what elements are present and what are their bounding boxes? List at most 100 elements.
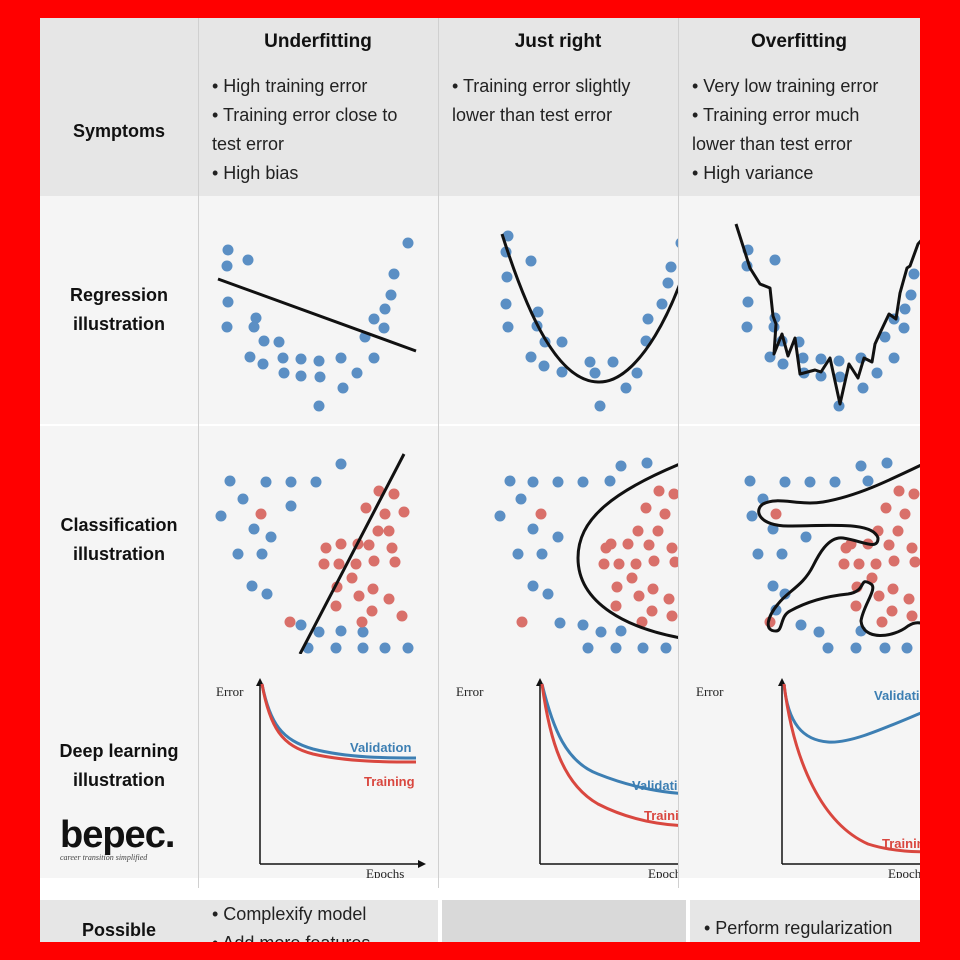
data-point xyxy=(908,268,920,280)
symptom-line: • Training error close to xyxy=(212,105,398,125)
blue-point xyxy=(744,475,756,487)
blue-point xyxy=(536,548,548,560)
remedy-line: • Add more features xyxy=(212,929,438,942)
blue-point xyxy=(595,626,607,638)
row-label-classification: Classification illustration xyxy=(40,426,198,654)
blue-point xyxy=(637,642,649,654)
data-point xyxy=(556,366,568,378)
data-point xyxy=(402,237,414,249)
row-label-symptoms: Symptoms xyxy=(40,66,198,196)
red-point xyxy=(363,539,375,551)
training-curve xyxy=(260,683,417,764)
blue-point xyxy=(767,580,779,592)
data-point xyxy=(278,367,290,379)
red-point xyxy=(516,616,528,628)
blue-point xyxy=(881,457,893,469)
red-point xyxy=(613,558,625,570)
red-point xyxy=(318,558,330,570)
red-point xyxy=(659,508,671,520)
blue-point xyxy=(379,642,391,654)
dl-just-right-chart: Error Validation Training Epochs xyxy=(456,678,678,878)
data-point xyxy=(221,321,233,333)
red-point xyxy=(899,508,911,520)
blue-point xyxy=(610,642,622,654)
symptoms-underfitting: • High training error • Training error c… xyxy=(198,66,438,196)
remedy-line: • Perform regularization xyxy=(704,918,893,938)
blue-point xyxy=(552,476,564,488)
red-point xyxy=(368,555,380,567)
data-point xyxy=(631,367,643,379)
red-point xyxy=(909,556,920,568)
data-point xyxy=(314,371,326,383)
training-label: Training xyxy=(882,836,920,851)
blue-point xyxy=(862,475,874,487)
bepec-logo: bepec. career transition simplified xyxy=(60,814,200,874)
data-point xyxy=(222,244,234,256)
red-point xyxy=(330,600,342,612)
symptom-line: • Training error slightly xyxy=(452,76,631,96)
blue-point xyxy=(795,619,807,631)
data-point xyxy=(368,352,380,364)
red-point xyxy=(284,616,296,628)
data-point xyxy=(741,321,753,333)
row-label-deep-learning: Deep learning illustration xyxy=(40,654,198,878)
data-point xyxy=(335,352,347,364)
validation-label: Validation xyxy=(350,740,411,755)
data-point xyxy=(768,321,780,333)
blue-point xyxy=(604,475,616,487)
red-point xyxy=(647,583,659,595)
red-point xyxy=(906,610,918,622)
validation-curve xyxy=(540,683,678,795)
red-point xyxy=(388,488,400,500)
blue-point xyxy=(265,531,277,543)
remedies-overfitting: • Perform regularization xyxy=(690,900,920,942)
red-point xyxy=(853,558,865,570)
blue-point xyxy=(232,548,244,560)
data-point xyxy=(379,303,391,315)
data-point xyxy=(584,356,596,368)
red-point xyxy=(908,488,920,500)
data-point xyxy=(388,268,400,280)
blue-point xyxy=(822,642,834,654)
blue-point xyxy=(552,531,564,543)
red-point xyxy=(386,542,398,554)
symptom-line: • High training error xyxy=(212,76,368,96)
blue-point xyxy=(402,642,414,654)
blue-point xyxy=(615,625,627,637)
red-point xyxy=(372,525,384,537)
blue-point xyxy=(494,510,506,522)
y-axis-label: Error xyxy=(216,684,244,699)
data-point xyxy=(351,367,363,379)
red-point xyxy=(333,558,345,570)
regression-underfitting-panel xyxy=(198,196,438,424)
red-point xyxy=(360,502,372,514)
red-point xyxy=(866,572,878,584)
blue-point xyxy=(260,476,272,488)
blue-point xyxy=(779,588,791,600)
symptom-line: • High bias xyxy=(212,163,299,183)
red-point xyxy=(389,556,401,568)
red-point xyxy=(640,502,652,514)
data-point xyxy=(797,352,809,364)
blue-point xyxy=(779,476,791,488)
red-point xyxy=(888,555,900,567)
red-point xyxy=(535,508,547,520)
blue-point xyxy=(335,458,347,470)
blue-point xyxy=(357,626,369,638)
red-point xyxy=(870,558,882,570)
classification-just-right-plot xyxy=(494,457,678,654)
column-header-underfitting: Underfitting xyxy=(198,18,438,66)
classification-just-right-panel xyxy=(438,426,678,654)
blue-point xyxy=(879,642,891,654)
data-point xyxy=(905,289,917,301)
data-point xyxy=(258,335,270,347)
red-point xyxy=(646,605,658,617)
symptom-line: • High variance xyxy=(692,163,814,183)
red-point xyxy=(379,508,391,520)
blue-point xyxy=(527,476,539,488)
red-point xyxy=(652,525,664,537)
blue-point xyxy=(901,642,913,654)
row-label-regression: Regression illustration xyxy=(40,196,198,424)
blue-point xyxy=(577,619,589,631)
red-point xyxy=(636,616,648,628)
